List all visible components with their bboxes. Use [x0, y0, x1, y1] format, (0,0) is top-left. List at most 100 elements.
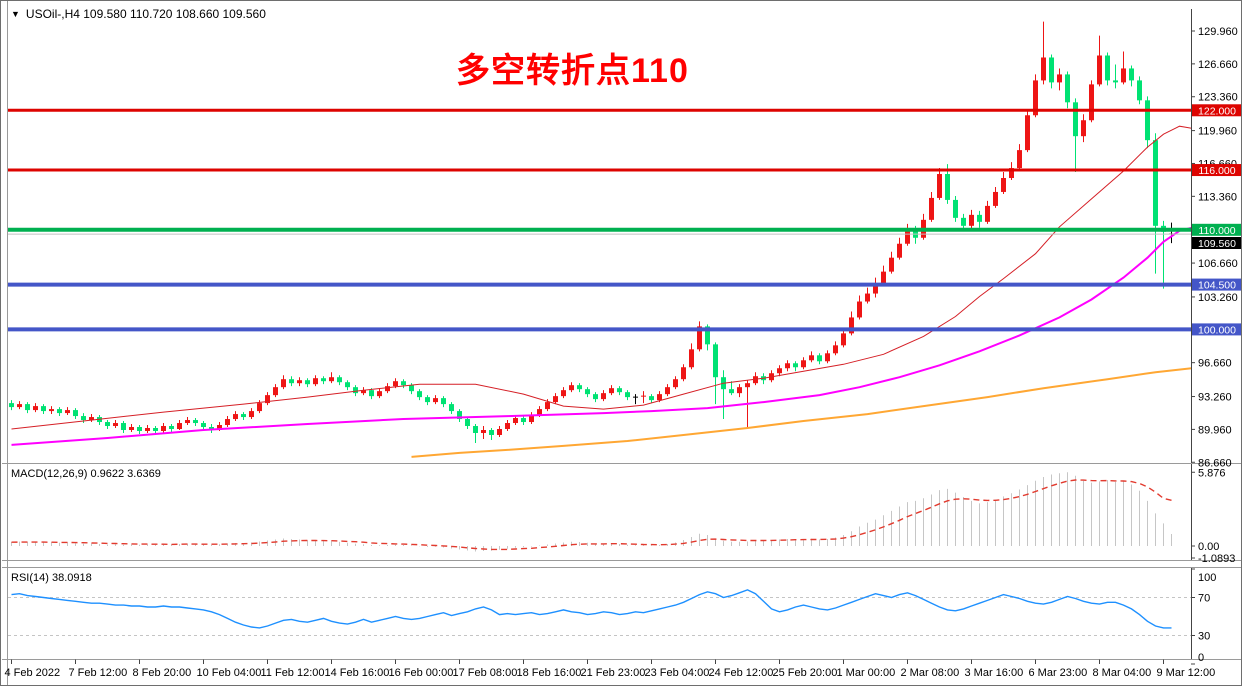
candle-body	[1041, 57, 1046, 81]
candle-body	[969, 214, 974, 226]
time-axis-label: 21 Feb 23:00	[581, 667, 646, 679]
time-axis-label: 3 Mar 16:00	[965, 667, 1024, 679]
time-axis-label: 4 Feb 2022	[5, 667, 61, 679]
level-badge: 100.000	[1198, 324, 1236, 336]
level-badge-bg	[1192, 223, 1241, 236]
time-axis-label: 23 Feb 04:00	[645, 667, 710, 679]
candle-body	[849, 317, 854, 334]
candle-body	[209, 427, 214, 430]
candle-body	[689, 349, 694, 368]
price-axis-label: 119.960	[1198, 126, 1237, 138]
price-axis-label: 93.260	[1198, 392, 1232, 404]
candle-body	[1033, 80, 1038, 116]
time-axis-label: 2 Mar 08:00	[901, 667, 960, 679]
level-badge: 122.000	[1198, 105, 1236, 117]
candle-body	[377, 391, 382, 397]
candle-body	[177, 423, 182, 430]
candle-body	[217, 425, 222, 430]
price-axis-label: 86.660	[1198, 457, 1232, 469]
candle-body	[593, 394, 598, 400]
time-axis-label: 9 Mar 12:00	[1157, 667, 1216, 679]
symbol-dropdown-icon[interactable]: ▼	[11, 9, 20, 19]
candle-body	[1105, 55, 1110, 81]
time-axis-label: 1 Mar 00:00	[837, 667, 896, 679]
candle-body	[193, 420, 198, 424]
candle-body	[113, 423, 118, 427]
rsi-axis-label: 0	[1198, 652, 1204, 664]
candle-body	[225, 419, 230, 426]
candle-body	[41, 406, 46, 412]
rsi-axis-label: 100	[1198, 572, 1216, 584]
time-axis-label: 8 Mar 04:00	[1093, 667, 1152, 679]
candle-body	[369, 390, 374, 397]
candle-body	[625, 392, 630, 398]
candle-body	[889, 257, 894, 272]
macd-axis-label: -1.0893	[1198, 553, 1235, 565]
candle-body	[545, 402, 550, 410]
candle-body	[665, 387, 670, 395]
candle-body	[609, 388, 614, 394]
level-badge-bg	[1192, 323, 1241, 336]
candle-body	[497, 429, 502, 435]
ma-fast-red	[11, 125, 1192, 430]
candle-body	[465, 419, 470, 427]
symbol-ohlc-title: USOil-,H4 109.580 110.720 108.660 109.56…	[25, 7, 266, 21]
candle-body	[337, 377, 342, 383]
candle-body	[137, 427, 142, 431]
candle-body	[865, 293, 870, 302]
time-axis-label: 18 Feb 16:00	[517, 667, 582, 679]
candle-body	[89, 417, 94, 421]
candle-body	[777, 368, 782, 374]
rsi-axis-label: 30	[1198, 631, 1210, 643]
candle-body	[1049, 57, 1054, 83]
macd-axis-label: 5.876	[1198, 467, 1226, 479]
chart-text-annotation[interactable]: 多空转折点110	[456, 52, 689, 90]
rsi-indicator-label: RSI(14) 38.0918	[11, 572, 92, 584]
candle-body	[25, 404, 30, 411]
candle-body	[121, 423, 126, 430]
candle-body	[321, 378, 326, 382]
candle-body	[873, 283, 878, 294]
candle-body	[17, 404, 22, 408]
time-axis-label: 8 Feb 20:00	[133, 667, 192, 679]
chart-title-bar: ▼ USOil-,H4 109.580 110.720 108.660 109.…	[11, 7, 266, 21]
price-axis-label: 106.660	[1198, 258, 1238, 270]
candle-body	[649, 396, 654, 401]
level-badge: 116.000	[1198, 165, 1235, 177]
candle-body	[169, 426, 174, 430]
candle-body	[185, 420, 190, 424]
candle-body	[1137, 80, 1142, 101]
candle-body	[489, 429, 494, 435]
candle-body	[1057, 74, 1062, 83]
candle-body	[297, 380, 302, 384]
candle-body	[145, 428, 150, 431]
candle-body	[953, 199, 958, 218]
candle-body	[617, 388, 622, 393]
candle-body	[1129, 68, 1134, 81]
candle-body	[449, 404, 454, 412]
candle-body	[1017, 150, 1022, 169]
candle-body	[697, 326, 702, 350]
candle-body	[585, 389, 590, 395]
candle-body	[1025, 115, 1030, 151]
candle-body	[345, 382, 350, 388]
candle-body	[1121, 68, 1126, 83]
candle-body	[433, 398, 438, 403]
rsi-axis-label: 70	[1198, 593, 1210, 605]
macd-axis-label: 0.00	[1198, 541, 1219, 553]
candle-body	[1145, 100, 1150, 141]
candle-body	[601, 393, 606, 400]
level-badge-bg	[1192, 164, 1241, 177]
candle-body	[513, 418, 518, 424]
candle-body	[529, 415, 534, 423]
candle-body	[993, 191, 998, 206]
candle-body	[105, 422, 110, 427]
candle-body	[129, 427, 134, 430]
candle-body	[1097, 55, 1102, 85]
candle-body	[481, 429, 486, 433]
candle-body	[713, 344, 718, 378]
ma-mid-magenta	[11, 226, 1192, 446]
candle-body	[1073, 102, 1078, 137]
